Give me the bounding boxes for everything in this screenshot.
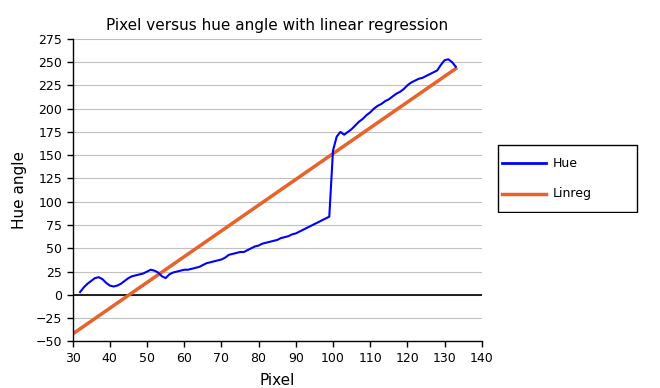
X-axis label: Pixel: Pixel: [259, 373, 295, 388]
Hue: [452, 64, 460, 69]
Hue: [370, 106, 378, 111]
Y-axis label: Hue angle: Hue angle: [13, 151, 27, 229]
Line: Hue: Hue: [80, 59, 456, 292]
Hue: [76, 290, 84, 294]
Title: Pixel versus hue angle with linear regression: Pixel versus hue angle with linear regre…: [106, 19, 448, 33]
Hue: [400, 87, 408, 92]
Hue: [147, 267, 154, 272]
Text: Linreg: Linreg: [553, 187, 592, 200]
Hue: [444, 57, 452, 62]
Text: Hue: Hue: [553, 157, 578, 170]
Hue: [340, 132, 348, 137]
Hue: [158, 274, 166, 279]
Hue: [248, 246, 255, 251]
